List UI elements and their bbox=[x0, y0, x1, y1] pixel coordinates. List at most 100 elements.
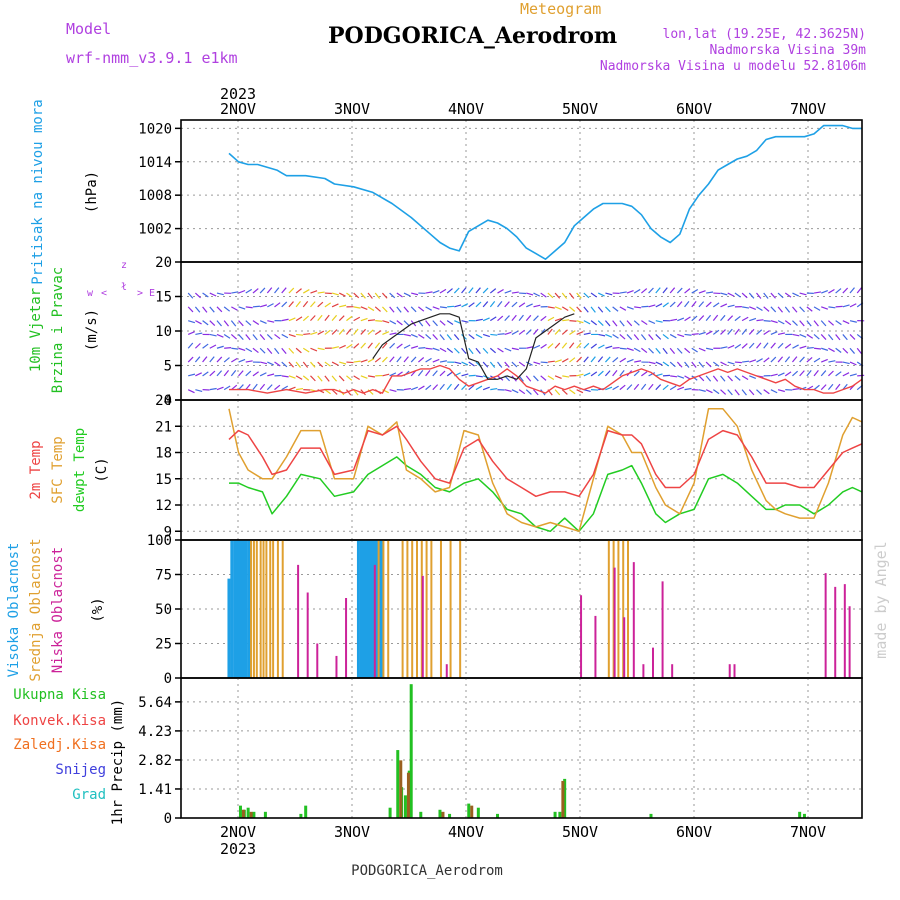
wind-arrow bbox=[439, 306, 447, 309]
wind-arrow bbox=[821, 347, 829, 351]
wind-arrow bbox=[648, 372, 656, 377]
wind-arrow bbox=[202, 356, 208, 363]
cloud-ytick-label: 50 bbox=[155, 602, 172, 618]
wind-arrow bbox=[612, 346, 620, 349]
wind-arrow bbox=[295, 375, 303, 380]
wind-arrow bbox=[339, 304, 347, 308]
wind-title-0: 10m Vjetar bbox=[28, 288, 44, 372]
wind-arrow bbox=[655, 303, 663, 308]
wind-arrow bbox=[662, 302, 669, 308]
wind-arrow bbox=[540, 375, 547, 381]
wind-arrow bbox=[209, 356, 215, 363]
meteogram-label: Meteogram bbox=[520, 0, 601, 18]
wind-arrow bbox=[468, 361, 475, 367]
wind-arrow bbox=[770, 373, 778, 377]
wind-arrow bbox=[712, 314, 719, 322]
wind-arrow bbox=[849, 303, 857, 308]
wind-arrow bbox=[749, 306, 757, 310]
wind-arrow bbox=[792, 370, 799, 377]
wind-arrow bbox=[345, 389, 352, 396]
wind-arrow bbox=[749, 375, 757, 379]
date-tick-label-top: 3NOV bbox=[334, 100, 370, 118]
wind-arrow bbox=[641, 288, 648, 294]
wind-arrow bbox=[360, 342, 366, 349]
wind-arrow bbox=[727, 344, 735, 349]
wind-arrow bbox=[338, 375, 345, 382]
wind-arrow bbox=[604, 356, 611, 363]
wind-arrow bbox=[288, 301, 294, 308]
wind-arrow bbox=[425, 291, 433, 294]
wind-arrow bbox=[482, 386, 490, 391]
footer-station-label: PODGORICA_Aerodrom bbox=[351, 863, 503, 879]
wind-arrow bbox=[741, 375, 749, 381]
wind-arrow bbox=[302, 347, 310, 353]
wind-arrow bbox=[806, 357, 813, 363]
wind-arrow bbox=[698, 347, 706, 352]
pressure-title-1: (hPa) bbox=[84, 171, 100, 213]
wind-arrow bbox=[777, 292, 784, 299]
wind-arrow bbox=[245, 320, 252, 326]
wind-arrow bbox=[828, 306, 836, 309]
wind-arrow bbox=[432, 384, 439, 391]
wind-arrow bbox=[439, 360, 447, 363]
wind-arrow bbox=[583, 372, 591, 377]
wind-arrow bbox=[676, 361, 683, 368]
wind-arrow bbox=[792, 388, 800, 391]
wind-arrow bbox=[533, 344, 541, 349]
wind-arrow bbox=[583, 320, 591, 325]
wind-arrow bbox=[533, 361, 541, 365]
wind-arrow bbox=[274, 347, 280, 355]
precip-legend-item: Konvek.Kisa bbox=[13, 713, 106, 729]
wind-arrow bbox=[381, 292, 388, 299]
wind-arrow bbox=[396, 343, 403, 349]
wind-arrow bbox=[223, 306, 231, 312]
wind-arrow bbox=[338, 328, 345, 335]
date-axes: 2NOV 2NOV 3NOV 3NOV 4NOV 4NOV 5NOV 5NOV 6NOV 6NOV… bbox=[220, 100, 826, 841]
wind-arrow bbox=[799, 292, 807, 296]
wind-arrow bbox=[461, 303, 469, 308]
wind-arrow bbox=[533, 389, 539, 396]
wind-arrow bbox=[648, 304, 656, 308]
wind-arrow bbox=[489, 361, 496, 368]
wind-arrow bbox=[475, 385, 483, 391]
wind-arrow bbox=[403, 306, 409, 313]
wind-arrow bbox=[849, 347, 856, 354]
wind-arrow bbox=[403, 320, 410, 326]
wind-arrow bbox=[497, 301, 503, 308]
wind-arrow bbox=[727, 328, 733, 335]
wind-arrow bbox=[554, 342, 561, 349]
wind-arrow bbox=[784, 371, 792, 377]
wind-arrow bbox=[590, 306, 596, 313]
wind-arrow bbox=[748, 342, 755, 349]
wind-arrow bbox=[619, 333, 626, 340]
wind-arrow bbox=[684, 387, 692, 391]
wind-arrow bbox=[281, 318, 289, 322]
wind-arrow bbox=[842, 304, 850, 308]
wind-arrow bbox=[331, 292, 339, 296]
wind-arrow bbox=[612, 370, 618, 377]
wind-arrow bbox=[604, 320, 611, 327]
wind-arrow bbox=[770, 306, 777, 313]
wind-arrow bbox=[554, 375, 562, 379]
wind-arrow bbox=[827, 383, 834, 391]
wind-arrow bbox=[432, 306, 440, 310]
wind-arrow bbox=[252, 334, 258, 341]
wind-arrow bbox=[641, 371, 648, 377]
wind-arrow bbox=[446, 288, 453, 294]
wind-arrow bbox=[310, 361, 316, 368]
wind-arrow bbox=[705, 361, 712, 368]
wind-arrow bbox=[302, 289, 310, 294]
wind-arrow bbox=[281, 347, 287, 355]
wind-arrow bbox=[223, 370, 230, 377]
wind-arrow bbox=[813, 357, 821, 363]
wind-arrow bbox=[677, 375, 685, 379]
wind-arrow bbox=[389, 320, 397, 325]
wind-arrow bbox=[569, 357, 576, 363]
wind-arrow bbox=[827, 334, 834, 341]
wind-arrow bbox=[525, 389, 532, 395]
date-tick-label-top: 4NOV bbox=[448, 100, 484, 118]
wind-arrow bbox=[568, 292, 575, 299]
date-tick-label-bottom: 6NOV bbox=[676, 823, 712, 841]
wind-arrow bbox=[691, 347, 698, 353]
model-elevation-label: Nadmorska Visina u modelu 52.8106m bbox=[600, 59, 866, 74]
